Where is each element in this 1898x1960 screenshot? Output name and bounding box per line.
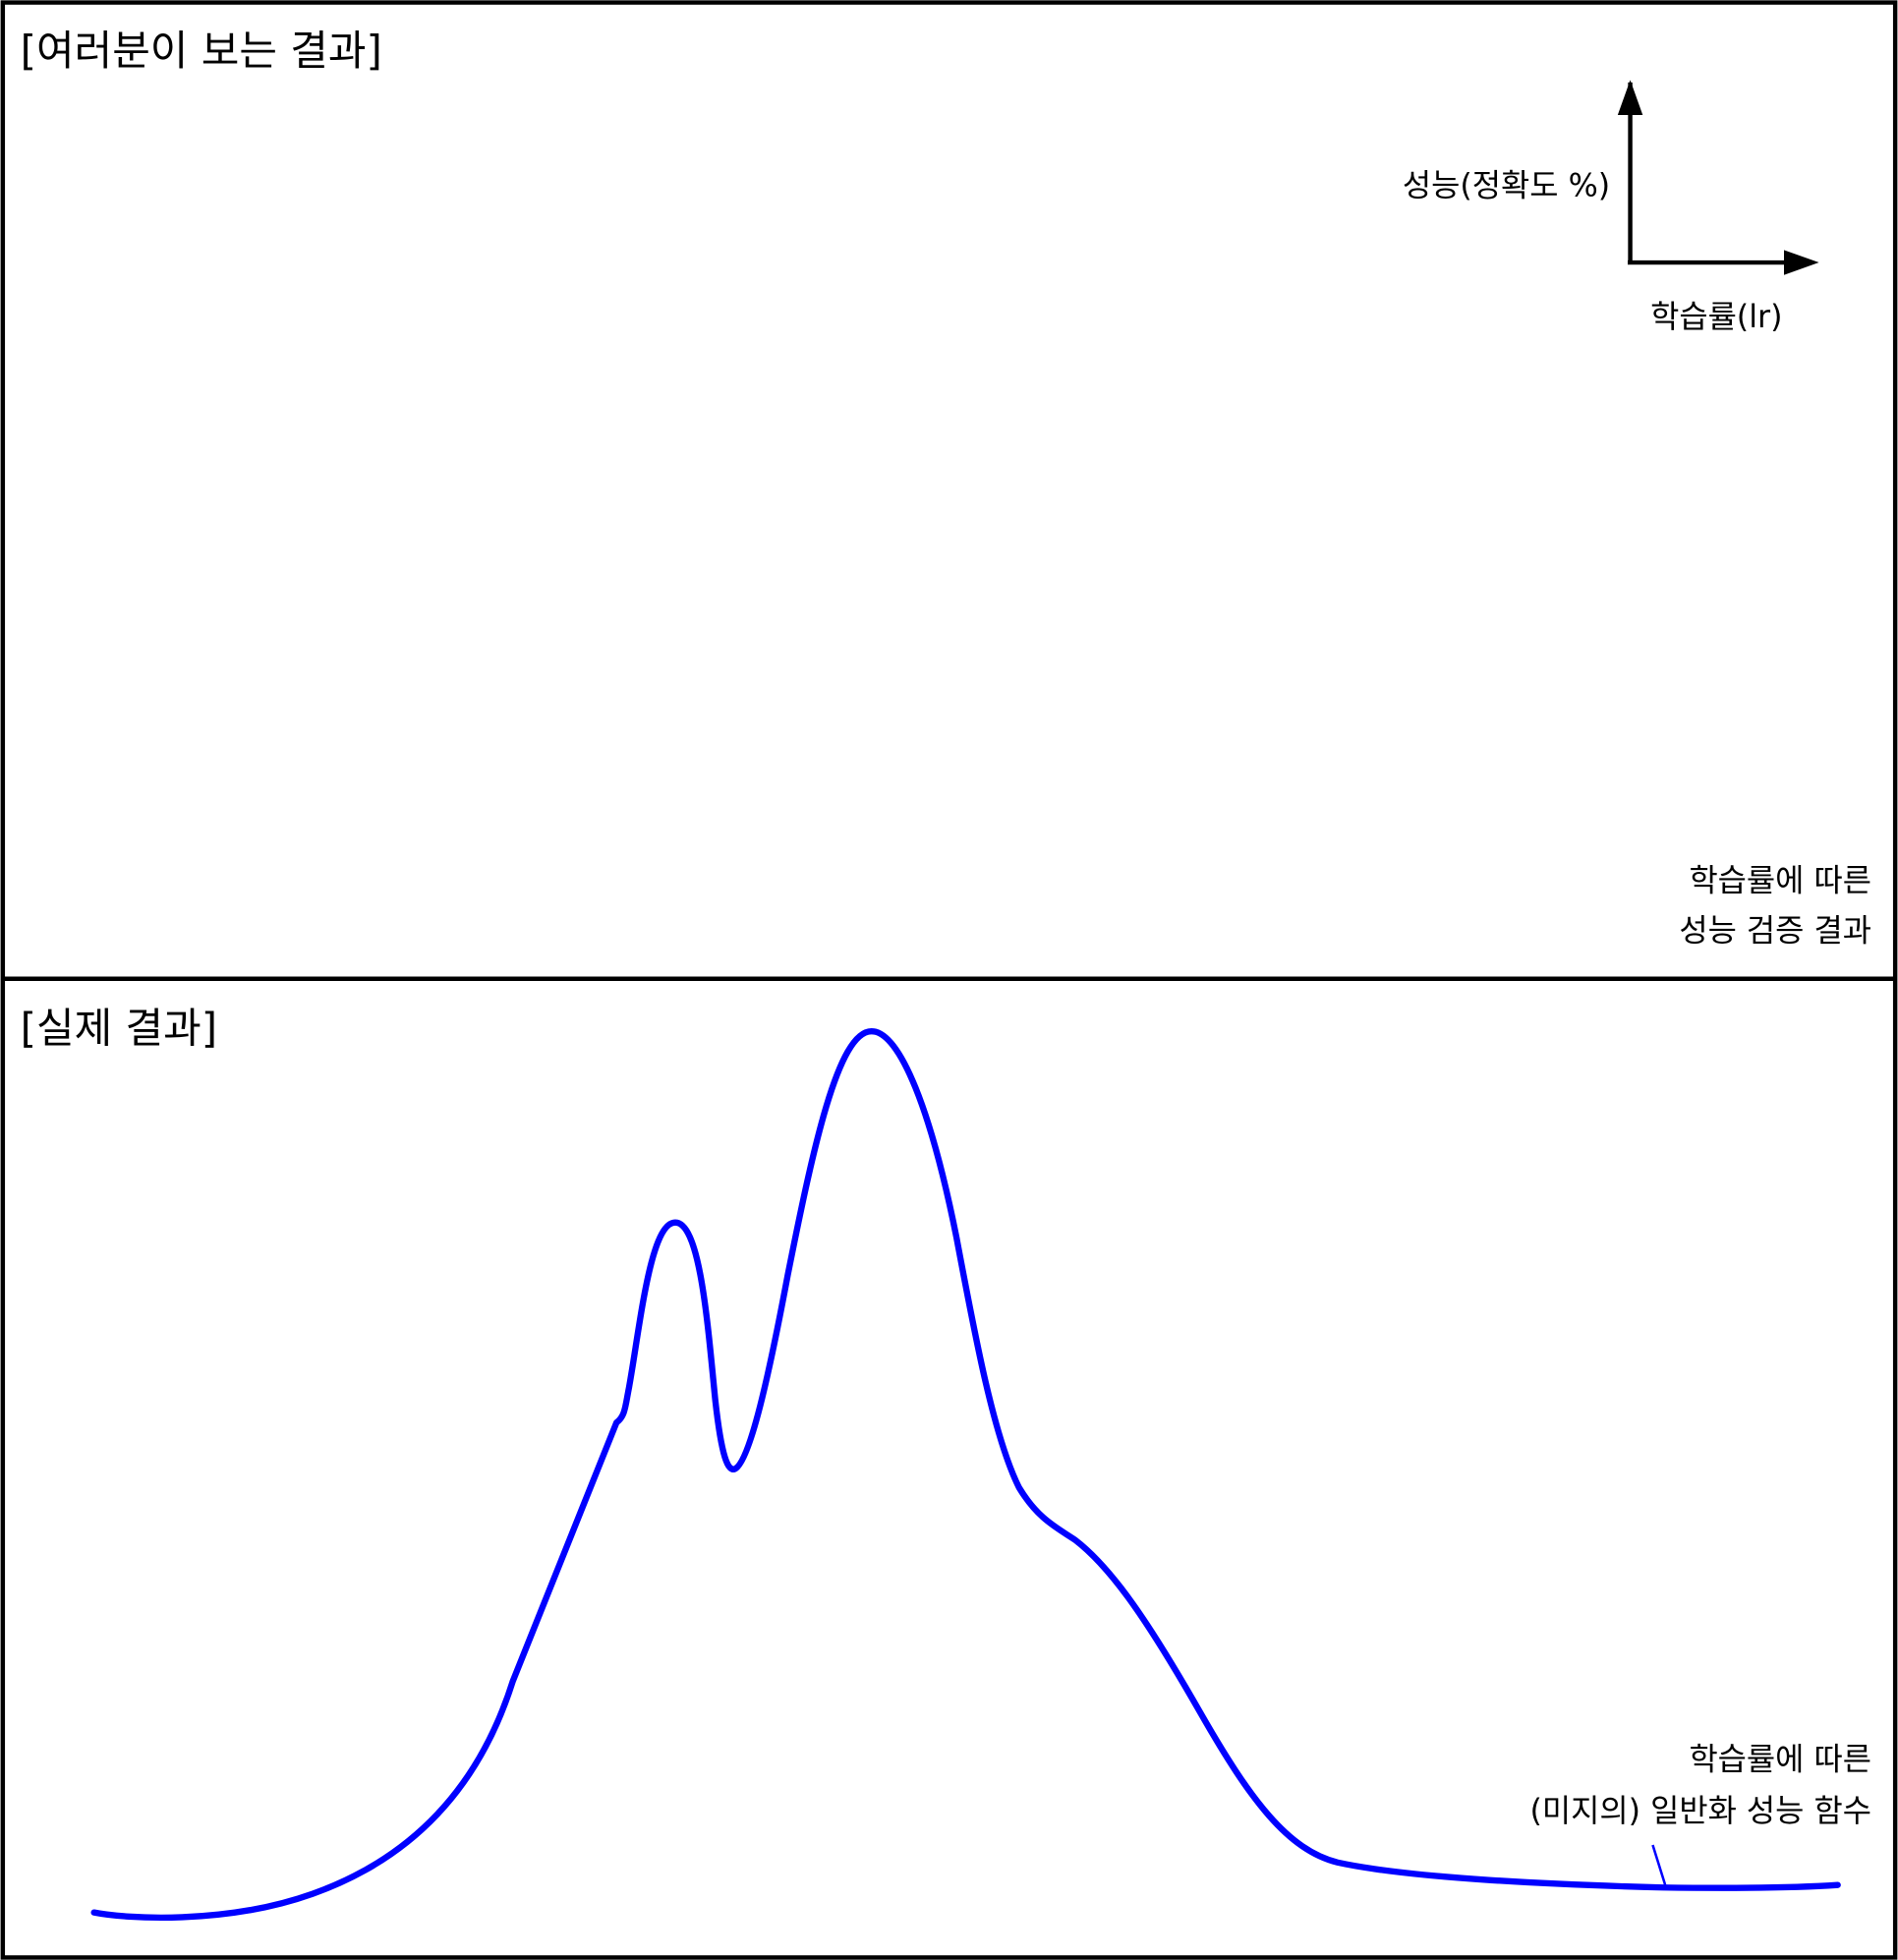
bottom-panel-title: [실제 결과] — [21, 1005, 217, 1053]
y-axis-label: 성능(정확도 %) — [1403, 168, 1610, 204]
top-panel-title: [여러분이 보는 결과] — [21, 27, 382, 75]
bottom-panel: [실제 결과] 학습률에 따른 (미지의) 일반화 성능 함수 — [21, 1005, 1872, 1922]
bottom-caption-line1: 학습률에 따른 — [1689, 1742, 1871, 1778]
generalization-curve — [90, 1027, 1841, 1922]
x-axis-label: 학습률(lr) — [1650, 299, 1782, 335]
caption-leader-line — [1651, 1844, 1667, 1886]
bottom-caption-line2: (미지의) 일반화 성능 함수 — [1530, 1793, 1872, 1829]
top-caption-line2: 성능 검증 결과 — [1679, 913, 1871, 950]
top-panel: [여러분이 보는 결과] 성능(정확도 %) 학습률(lr) 학습률에 따른 성… — [21, 27, 1871, 949]
axes-icon — [1617, 80, 1819, 275]
x-arrowhead-icon — [1783, 250, 1819, 275]
top-caption-line1: 학습률에 따른 — [1689, 863, 1871, 899]
y-arrowhead-icon — [1617, 80, 1643, 115]
